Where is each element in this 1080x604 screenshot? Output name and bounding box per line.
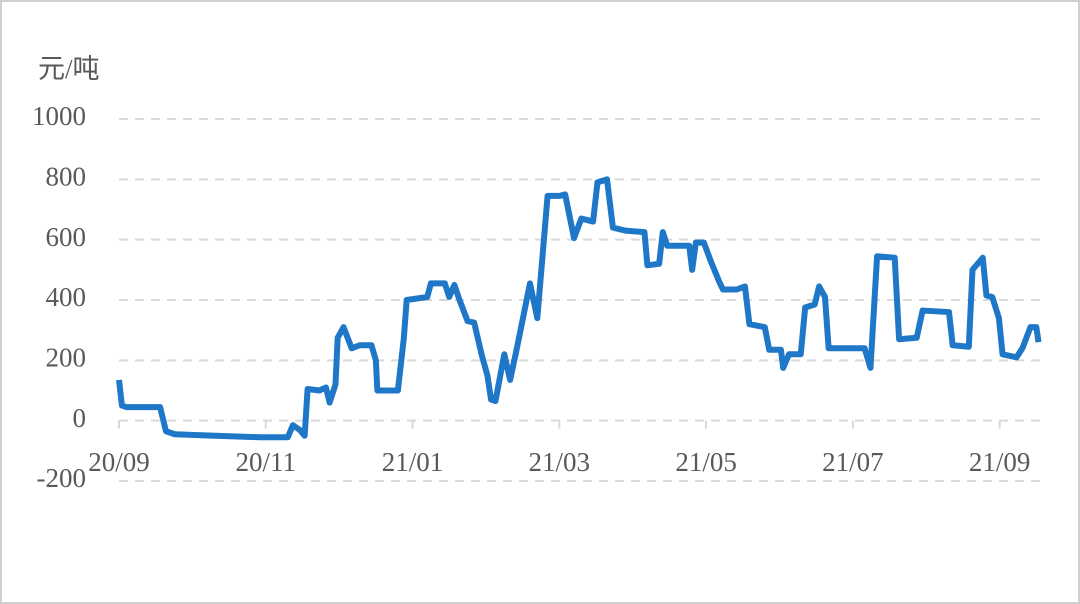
y-tick-label: -200: [37, 463, 87, 493]
x-tick-label: 21/09: [969, 447, 1031, 477]
y-tick-label: 1000: [32, 101, 86, 131]
y-axis-unit: 元/吨: [38, 54, 100, 84]
y-tick-label: 800: [46, 162, 87, 192]
x-tick-label: 20/09: [88, 447, 150, 477]
x-tick-label: 21/03: [529, 447, 591, 477]
x-tick-label: 21/05: [675, 447, 737, 477]
y-tick-label: 400: [46, 282, 87, 312]
x-tick-label: 21/01: [382, 447, 444, 477]
y-tick-label: 0: [73, 403, 87, 433]
data-line: [116, 176, 1042, 441]
y-tick-label: 600: [46, 222, 87, 252]
x-tick-label: 21/07: [822, 447, 884, 477]
y-tick-label: 200: [46, 343, 87, 373]
x-tick-label: 20/11: [236, 447, 297, 477]
